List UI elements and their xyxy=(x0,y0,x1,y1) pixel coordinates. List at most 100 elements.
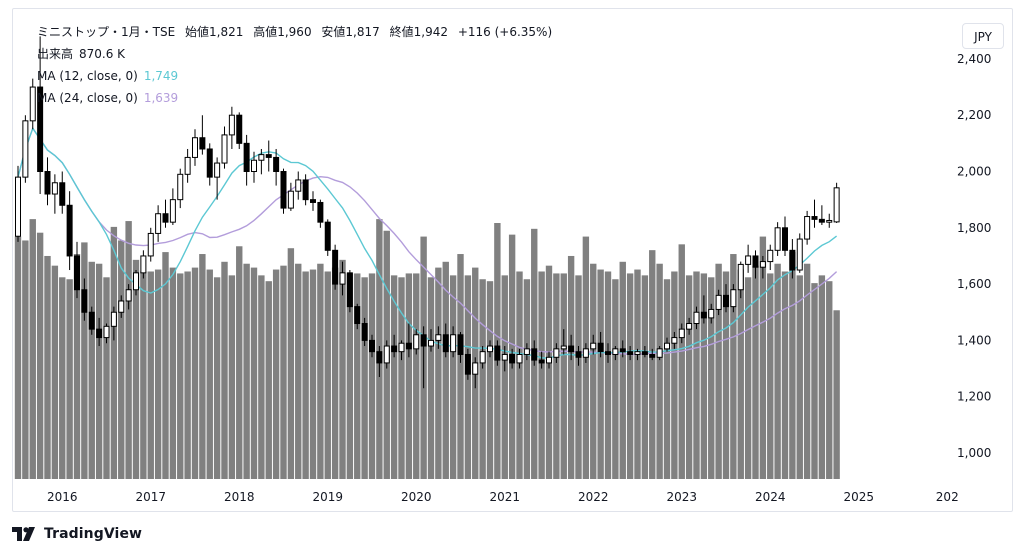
candle xyxy=(700,295,707,324)
volume-value: 870.6 K xyxy=(79,47,126,61)
volume-bar xyxy=(486,281,494,479)
ohlc-legend: ミニストップ・1月・TSE 始値1,821 高値1,960 安値1,817 終値… xyxy=(37,23,558,41)
candle-body xyxy=(516,353,523,364)
candle-body xyxy=(383,345,390,364)
candles xyxy=(15,36,840,389)
candle-body xyxy=(671,337,678,344)
candle xyxy=(302,174,309,206)
tradingview-logo[interactable]: TradingView xyxy=(12,526,142,542)
candle xyxy=(634,348,641,361)
candle-body xyxy=(339,272,346,285)
currency-button[interactable]: JPY xyxy=(962,23,1004,49)
candle xyxy=(560,329,567,355)
volume-bar xyxy=(567,255,575,479)
candle xyxy=(435,326,442,349)
candle xyxy=(22,115,29,183)
candle-body xyxy=(265,154,272,158)
symbol-title[interactable]: ミニストップ・1月・TSE xyxy=(37,25,176,39)
candle-body xyxy=(287,190,294,209)
candle-body xyxy=(88,311,95,330)
candle xyxy=(656,346,663,361)
candle xyxy=(125,284,132,310)
candle xyxy=(51,174,58,214)
time-tick-label: 2019 xyxy=(312,490,343,504)
candle xyxy=(280,168,287,214)
volume-bar xyxy=(258,275,265,479)
candle-body xyxy=(597,342,604,353)
candle xyxy=(405,323,412,358)
candle-body xyxy=(391,345,398,353)
candle-body xyxy=(715,294,722,310)
volume-bar xyxy=(457,254,464,479)
candle-body xyxy=(110,311,117,327)
volume-bar xyxy=(81,242,88,479)
volume-bar xyxy=(553,273,560,479)
candle-body xyxy=(627,351,634,355)
volume-bar xyxy=(501,275,508,479)
candle-body xyxy=(177,173,184,201)
candle xyxy=(671,331,678,349)
candle-body xyxy=(118,300,125,313)
candle xyxy=(295,171,302,200)
candle xyxy=(546,351,552,369)
candle-body xyxy=(649,353,656,358)
volume-bar xyxy=(390,275,398,479)
volume-bar xyxy=(51,265,59,479)
candle xyxy=(177,168,184,209)
candle xyxy=(221,126,228,169)
candle xyxy=(199,115,206,155)
volume-bar xyxy=(59,277,66,479)
volume-bar xyxy=(811,283,818,479)
candle-body xyxy=(273,156,280,173)
ma12-value: 1,749 xyxy=(143,69,179,83)
candle-body xyxy=(251,159,257,173)
ma12-legend[interactable]: MA (12, close, 0) 1,749 xyxy=(37,67,184,85)
candle-body xyxy=(774,227,781,251)
price-axis[interactable]: 1,000 1,200 1,400 1,600 1,800 2,000 2,200 2,400 xyxy=(957,52,991,460)
candle xyxy=(605,343,611,363)
volume-bar xyxy=(199,254,206,479)
candle-body xyxy=(236,114,243,144)
chart-frame[interactable]: 1,000 1,200 1,400 1,600 1,800 2,000 2,200 2,400… xyxy=(12,8,1013,512)
candle-body xyxy=(811,216,818,220)
volume-bar xyxy=(789,252,796,479)
price-chart[interactable]: 1,000 1,200 1,400 1,600 1,800 2,000 2,200 2,400… xyxy=(13,9,1013,512)
candle-body xyxy=(192,137,198,158)
low-number: 1,817 xyxy=(345,25,380,39)
candle xyxy=(29,78,36,130)
volume-bar xyxy=(213,277,221,479)
open-number: 1,821 xyxy=(209,25,244,39)
candle xyxy=(44,157,51,206)
candle xyxy=(494,340,501,366)
candle xyxy=(582,343,589,363)
candle-body xyxy=(221,134,228,164)
ma24-legend[interactable]: MA (24, close, 0) 1,639 xyxy=(37,89,184,107)
candle xyxy=(693,306,700,330)
candle-body xyxy=(723,294,729,308)
candle-body xyxy=(450,334,457,353)
candle-body xyxy=(125,289,132,302)
candle-body xyxy=(140,255,147,274)
candle-body xyxy=(487,345,493,353)
candle-body xyxy=(767,249,774,263)
candle xyxy=(715,289,722,316)
candle xyxy=(310,191,316,211)
candle-body xyxy=(280,171,287,209)
candle xyxy=(627,346,634,361)
candle xyxy=(568,334,575,361)
candle-body xyxy=(332,249,339,285)
candle-body xyxy=(302,179,309,201)
candle-body xyxy=(206,148,213,178)
candle xyxy=(184,148,191,183)
candle-body xyxy=(420,334,427,347)
volume-bar xyxy=(236,246,243,479)
volume-bar xyxy=(427,277,435,479)
candle-body xyxy=(162,213,169,223)
candle xyxy=(332,244,339,290)
volume-legend[interactable]: 出来高 870.6 K xyxy=(37,45,131,63)
close-value: 終値1,942 xyxy=(390,25,448,39)
volume-bar xyxy=(752,265,759,479)
ma12-line xyxy=(17,126,838,359)
volume-bar xyxy=(184,271,191,479)
time-axis[interactable]: 2016 2017 2018 2019 2020 2021 2022 2023 2024 2025… xyxy=(47,490,959,504)
